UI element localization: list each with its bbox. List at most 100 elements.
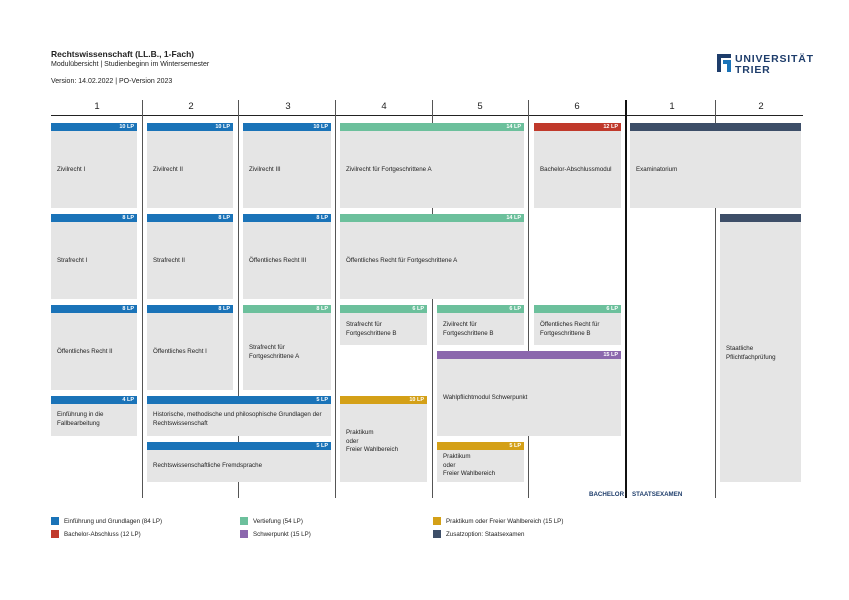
- module-lp-badge: 6 LP: [340, 305, 427, 313]
- module-zivilrecht-fortgeschrittene-a: 14 LP Zivilrecht für Fortgeschrittene A: [340, 123, 524, 208]
- header-divider: [51, 115, 803, 116]
- legend-label: Zusatzoption: Staatsexamen: [446, 531, 525, 538]
- module-label: Öffentliches Recht I: [153, 348, 207, 355]
- module-label: Zivilrecht I: [57, 166, 86, 173]
- module-strafrecht-2: 8 LP Strafrecht II: [147, 214, 233, 299]
- legend-label: Vertiefung (54 LP): [253, 518, 303, 525]
- semester-header-1: 1: [94, 101, 100, 112]
- legend-label: Schwerpunkt (15 LP): [253, 531, 311, 538]
- module-bachelor-abschluss: 12 LP Bachelor-Abschlussmodul: [534, 123, 621, 208]
- module-label: Öffentliches Recht III: [249, 257, 307, 264]
- module-lp-badge: 15 LP: [437, 351, 621, 359]
- column-divider: [335, 100, 336, 498]
- module-strafrecht-fortgeschrittene-b: 6 LP Strafrecht für Fortgeschrittene B: [340, 305, 427, 345]
- legend-label: Einführung und Grundlagen (84 LP): [64, 518, 163, 525]
- module-grundlagen-rechtswissenschaft: 5 LP Historische, methodische und philos…: [147, 396, 331, 436]
- module-lp-badge: 10 LP: [51, 123, 137, 131]
- module-label: Praktikum oder Freier Wahlbereich: [443, 453, 496, 477]
- semester-header-2: 2: [188, 101, 194, 112]
- module-staatliche-pflichtfachpruefung: Staatliche Pflichtfachprüfung: [720, 214, 801, 482]
- module-lp-badge: 10 LP: [340, 396, 427, 404]
- module-lp-badge: 12 LP: [534, 123, 621, 131]
- module-label: Öffentliches Recht II: [57, 348, 113, 355]
- module-oeffentliches-recht-3: 8 LP Öffentliches Recht III: [243, 214, 331, 299]
- module-lp-badge: 14 LP: [340, 214, 524, 222]
- module-label: Strafrecht für Fortgeschrittene B: [346, 321, 397, 337]
- module-label: Strafrecht II: [153, 257, 185, 264]
- module-praktikum-wahlbereich-1: 10 LP Praktikum oder Freier Wahlbereich: [340, 396, 427, 482]
- module-color-bar: [720, 214, 801, 222]
- module-zivilrecht-1: 10 LP Zivilrecht I: [51, 123, 137, 208]
- legend-swatch-purple: [240, 530, 248, 538]
- module-lp-badge: 4 LP: [51, 396, 137, 404]
- module-lp-badge: 8 LP: [51, 214, 137, 222]
- legend-label: Praktikum oder Freier Wahlbereich (15 LP…: [446, 518, 564, 525]
- module-label: Zivilrecht II: [153, 166, 183, 173]
- column-divider: [715, 100, 716, 498]
- module-oeffentliches-recht-fortgeschrittene-b: 6 LP Öffentliches Recht für Fortgeschrit…: [534, 305, 621, 345]
- module-strafrecht-fortgeschrittene-a: 8 LP Strafrecht für Fortgeschrittene A: [243, 305, 331, 390]
- semester-header-3: 3: [285, 101, 291, 112]
- module-zivilrecht-fortgeschrittene-b: 6 LP Zivilrecht für Fortgeschrittene B: [437, 305, 524, 345]
- column-divider: [528, 100, 529, 498]
- module-label: Strafrecht I: [57, 257, 88, 264]
- page-title: Rechtswissenschaft (LL.B., 1-Fach): [51, 49, 195, 59]
- module-label: Öffentliches Recht für Fortgeschrittene …: [346, 257, 458, 264]
- column-divider: [238, 100, 239, 498]
- module-oeffentliches-recht-fortgeschrittene-a: 14 LP Öffentliches Recht für Fortgeschri…: [340, 214, 524, 299]
- module-lp-badge: 8 LP: [243, 305, 331, 313]
- module-label: Staatliche Pflichtfachprüfung: [726, 345, 776, 361]
- module-label: Historische, methodische und philosophis…: [153, 411, 322, 427]
- page-subtitle: Modulübersicht | Studienbeginn im Winter…: [51, 61, 210, 68]
- staatsexamen-footer-label: STAATSEXAMEN: [632, 491, 683, 498]
- module-label: Zivilrecht III: [249, 166, 281, 173]
- module-lp-badge: 5 LP: [147, 396, 331, 404]
- module-zivilrecht-2: 10 LP Zivilrecht II: [147, 123, 233, 208]
- bachelor-footer-label: BACHELOR: [589, 491, 625, 498]
- module-label: Praktikum oder Freier Wahlbereich: [346, 429, 399, 453]
- module-lp-badge: 8 LP: [147, 305, 233, 313]
- module-label: Zivilrecht für Fortgeschrittene A: [346, 166, 432, 173]
- semester-header-5: 5: [477, 101, 483, 112]
- module-lp-badge: 5 LP: [147, 442, 331, 450]
- module-label: Strafrecht für Fortgeschrittene A: [249, 344, 300, 360]
- module-lp-badge: 6 LP: [534, 305, 621, 313]
- module-lp-badge: 8 LP: [147, 214, 233, 222]
- module-oeffentliches-recht-2: 8 LP Öffentliches Recht II: [51, 305, 137, 390]
- module-lp-badge: 10 LP: [147, 123, 233, 131]
- logo-text-line2: TRIER: [735, 64, 771, 76]
- module-label: Rechtswissenschaftliche Fremdsprache: [153, 462, 263, 469]
- version-info: Version: 14.02.2022 | PO-Version 2023: [51, 78, 173, 85]
- university-logo: UNIVERSITÄT TRIER: [717, 53, 813, 76]
- module-color-bar: [630, 123, 801, 131]
- legend-swatch-yellow: [433, 517, 441, 525]
- module-fremdsprache: 5 LP Rechtswissenschaftliche Fremdsprach…: [147, 442, 331, 482]
- module-label: Einführung in die Fallbearbeitung: [57, 411, 104, 427]
- module-strafrecht-1: 8 LP Strafrecht I: [51, 214, 137, 299]
- module-lp-badge: 8 LP: [51, 305, 137, 313]
- column-divider: [432, 100, 433, 498]
- module-praktikum-wahlbereich-2: 5 LP Praktikum oder Freier Wahlbereich: [437, 442, 524, 482]
- module-label: Bachelor-Abschlussmodul: [540, 166, 612, 173]
- column-divider: [142, 100, 143, 498]
- module-wahlpflicht-schwerpunkt: 15 LP Wahlpflichtmodul Schwerpunkt: [437, 351, 621, 436]
- module-lp-badge: 8 LP: [243, 214, 331, 222]
- module-oeffentliches-recht-1: 8 LP Öffentliches Recht I: [147, 305, 233, 390]
- module-label: Examinatorium: [636, 166, 678, 173]
- semester-header-6: 6: [574, 101, 580, 112]
- module-examinatorium: Examinatorium: [630, 123, 801, 208]
- legend-swatch-red: [51, 530, 59, 538]
- module-lp-badge: 6 LP: [437, 305, 524, 313]
- module-label: Öffentliches Recht für Fortgeschrittene …: [540, 321, 600, 337]
- module-lp-badge: 10 LP: [243, 123, 331, 131]
- module-zivilrecht-3: 10 LP Zivilrecht III: [243, 123, 331, 208]
- exam-semester-header-1: 1: [669, 101, 675, 112]
- legend-swatch-green: [240, 517, 248, 525]
- logo-text-line1: UNIVERSITÄT: [735, 53, 814, 65]
- module-label: Wahlpflichtmodul Schwerpunkt: [443, 394, 528, 401]
- legend-swatch-navy: [433, 530, 441, 538]
- module-lp-badge: 14 LP: [340, 123, 524, 131]
- semester-header-4: 4: [381, 101, 387, 112]
- bachelor-exam-divider: [625, 100, 627, 498]
- university-logo-mark-icon: [717, 54, 731, 72]
